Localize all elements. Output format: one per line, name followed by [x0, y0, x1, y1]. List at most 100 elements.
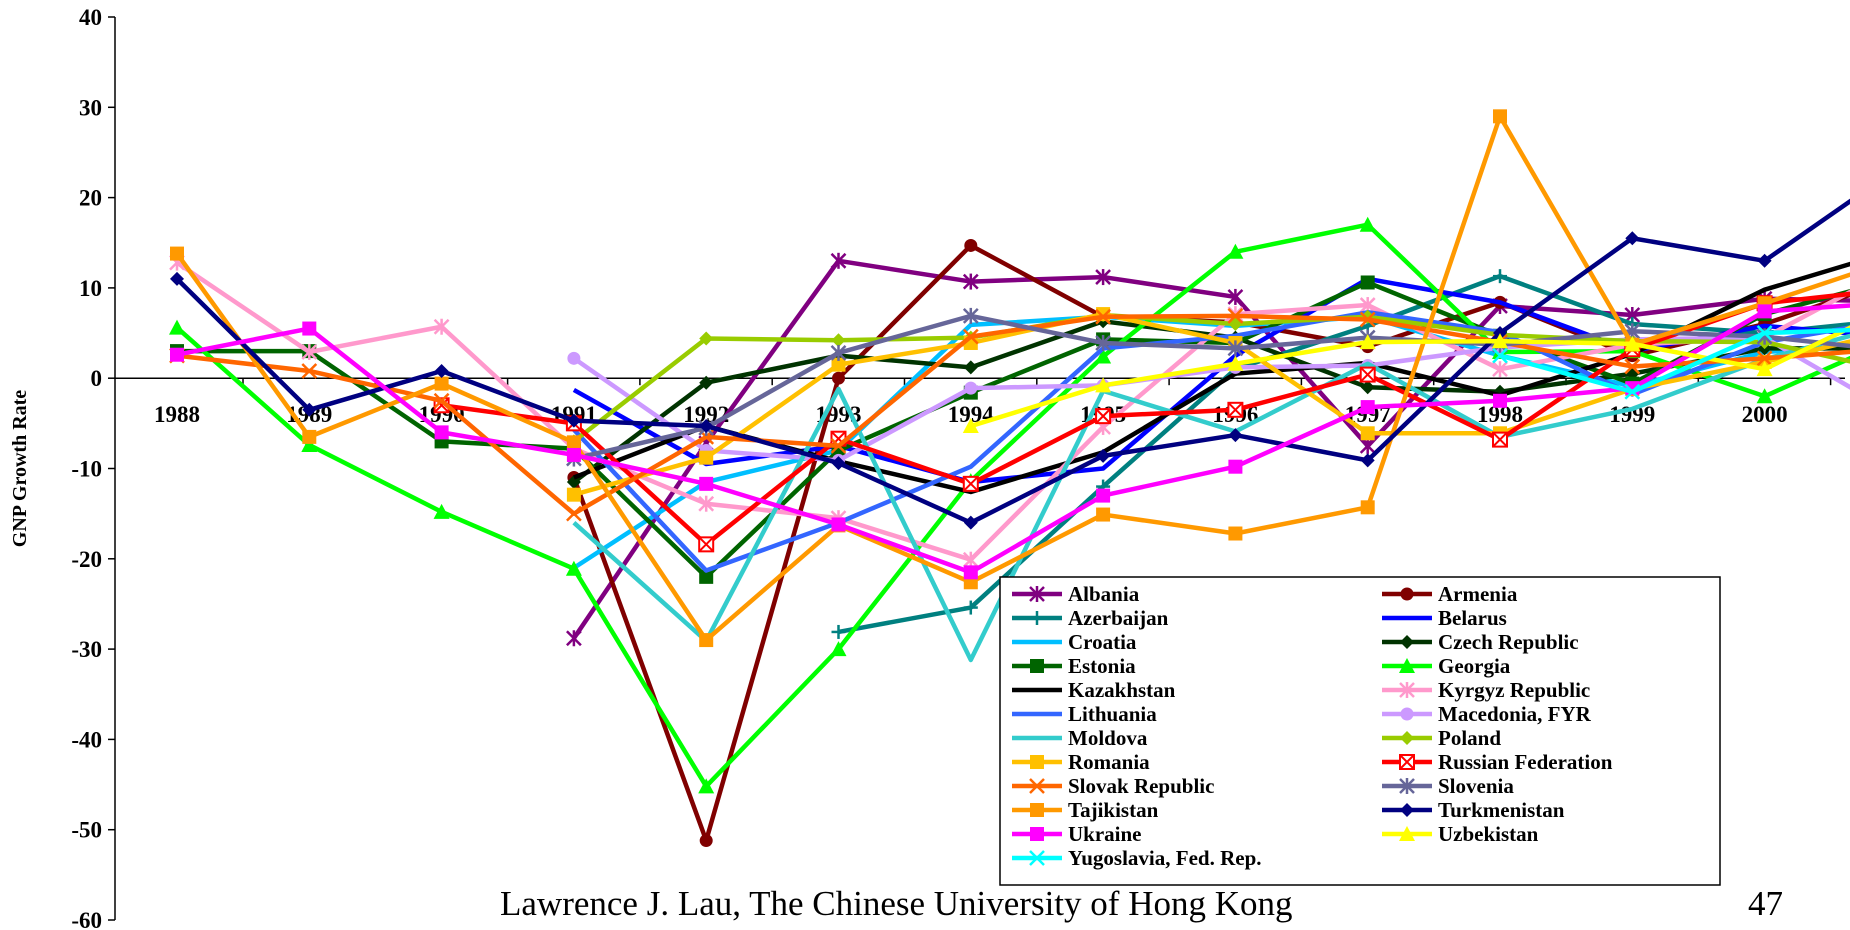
data-point — [830, 252, 847, 269]
series-lithuania — [572, 310, 1850, 573]
legend-swatch-marker — [1029, 778, 1045, 794]
data-point — [1624, 383, 1641, 400]
data-point — [170, 347, 184, 362]
legend-label: Tajikistan — [1068, 798, 1159, 822]
legend-item: Armenia — [1382, 582, 1518, 606]
data-point — [830, 438, 847, 454]
data-point — [830, 641, 847, 657]
legend-item: Russian Federation — [1382, 750, 1613, 774]
legend-swatch-marker — [1029, 850, 1045, 866]
data-point — [1360, 400, 1375, 415]
series-turkmenistan — [170, 198, 1850, 530]
data-point — [1756, 361, 1773, 377]
legend-item: Tajikistan — [1012, 798, 1159, 822]
legend-label: Kyrgyz Republic — [1438, 678, 1590, 702]
data-point — [1360, 275, 1375, 290]
legend-label: Croatia — [1068, 630, 1137, 654]
data-point — [1359, 437, 1376, 454]
legend-swatch-marker — [1029, 586, 1045, 602]
y-tick-label: -30 — [71, 637, 102, 662]
y-tick-label: 40 — [79, 5, 102, 30]
data-point — [1095, 308, 1111, 325]
data-point — [698, 778, 715, 794]
legend-box — [999, 576, 1721, 886]
data-point — [831, 357, 846, 372]
data-point — [434, 363, 449, 378]
data-point — [1359, 216, 1376, 232]
legend-item: Kyrgyz Republic — [1382, 678, 1590, 702]
data-point — [1095, 348, 1112, 364]
data-point — [1757, 304, 1772, 319]
series-line — [176, 303, 1850, 575]
series-line — [175, 222, 1850, 789]
data-point — [1227, 355, 1244, 371]
legend-swatch-marker — [1399, 658, 1415, 673]
legend-label: Turkmenistan — [1438, 798, 1565, 822]
data-point — [433, 392, 450, 409]
data-point — [698, 536, 715, 553]
data-point — [1493, 269, 1507, 284]
legend-label: Kazakhstan — [1068, 678, 1176, 702]
data-point — [1227, 243, 1244, 259]
data-point — [1095, 269, 1111, 286]
data-point — [434, 376, 449, 391]
data-point — [1227, 288, 1244, 305]
legend-label: Estonia — [1068, 654, 1136, 678]
legend-label: Armenia — [1438, 582, 1518, 606]
legend-item: Estonia — [1012, 654, 1136, 678]
data-point — [962, 551, 979, 568]
data-point — [1493, 109, 1507, 124]
legend-label: Czech Republic — [1438, 630, 1579, 654]
legend-item: Ukraine — [1012, 822, 1142, 846]
data-point — [1359, 311, 1376, 328]
series-uzbekistan — [962, 325, 1850, 434]
legend-label: Georgia — [1438, 654, 1511, 678]
series-line — [970, 325, 1850, 429]
data-point — [962, 475, 979, 492]
data-point — [566, 505, 582, 522]
data-point — [1095, 408, 1112, 425]
x-tick-label: 1999 — [1609, 402, 1655, 427]
legend-swatch-marker — [1030, 659, 1044, 673]
legend-item: Moldova — [1012, 726, 1148, 750]
data-point — [1359, 334, 1376, 350]
data-point — [962, 418, 979, 434]
legend-label: Belarus — [1438, 606, 1507, 630]
data-point — [1360, 380, 1375, 395]
legend-swatch-marker — [1030, 803, 1044, 817]
data-point — [963, 600, 978, 615]
data-point — [1096, 448, 1111, 463]
series-russian-federation — [433, 291, 1850, 553]
data-point — [831, 333, 846, 348]
data-point — [1625, 231, 1640, 246]
legend-label: Slovenia — [1438, 774, 1514, 798]
legend-item: Kazakhstan — [1012, 678, 1176, 702]
data-point — [1228, 428, 1243, 443]
data-point — [699, 331, 714, 346]
data-point — [1227, 308, 1244, 324]
legend-label: Slovak Republic — [1068, 774, 1214, 798]
data-point — [1756, 350, 1773, 367]
legend-label: Albania — [1068, 582, 1140, 606]
data-point — [831, 517, 846, 532]
y-tick-label: 10 — [79, 276, 102, 301]
legend-label: Russian Federation — [1438, 750, 1613, 774]
data-point — [1493, 326, 1507, 341]
y-tick-label: -20 — [71, 547, 102, 572]
legend-swatch-marker — [1399, 682, 1415, 698]
data-point — [1096, 507, 1111, 522]
data-point — [963, 565, 978, 580]
series-line — [441, 291, 1850, 547]
legend-item: Georgia — [1382, 654, 1511, 678]
data-point — [302, 429, 317, 444]
legend-item: Turkmenistan — [1382, 798, 1565, 822]
data-point — [962, 273, 979, 290]
data-point — [1095, 377, 1112, 393]
data-point — [1360, 426, 1375, 441]
series-line — [572, 310, 1850, 573]
data-point — [302, 321, 317, 336]
data-point — [169, 319, 185, 335]
legend-label: Lithuania — [1068, 702, 1157, 726]
legend-item: Macedonia, FYR — [1382, 702, 1592, 726]
data-point — [1227, 340, 1244, 357]
